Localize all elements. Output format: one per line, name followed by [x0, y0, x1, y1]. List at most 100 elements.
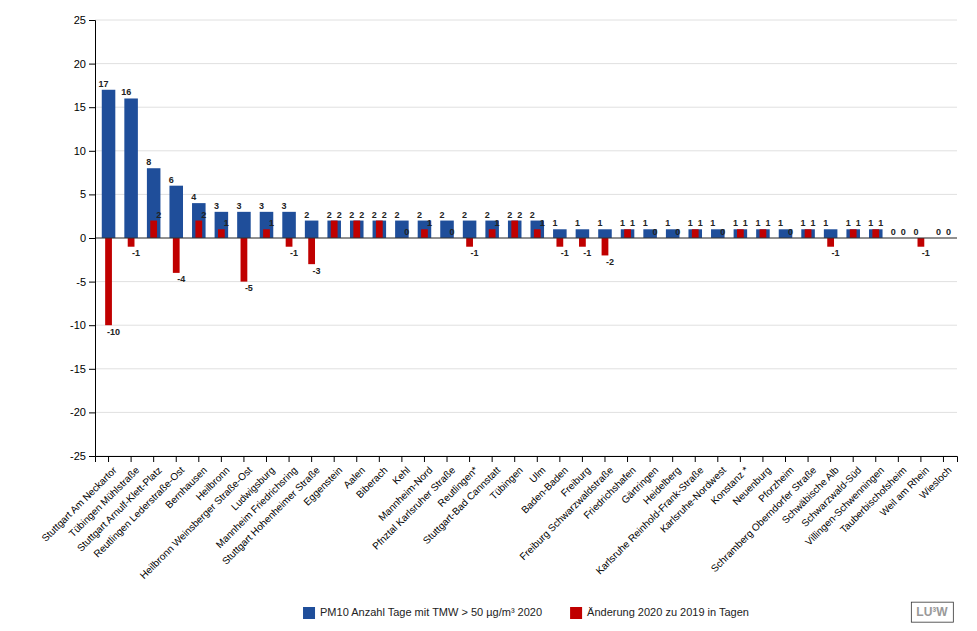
y-tick: -20 [70, 406, 95, 418]
bar [760, 229, 767, 238]
bar [218, 229, 225, 238]
bar [511, 221, 518, 238]
x-tick: Ulm [527, 456, 547, 485]
grid-line [95, 63, 957, 64]
data-label: -4 [177, 274, 185, 284]
bar [260, 212, 274, 238]
bar [105, 238, 112, 325]
data-label: 1 [778, 218, 783, 228]
data-label: 0 [946, 227, 951, 237]
data-label: 1 [427, 218, 432, 228]
data-label: 1 [856, 218, 861, 228]
bar [737, 229, 744, 238]
data-label: 1 [540, 218, 545, 228]
plot: 1716864333322222222222111111111111111000… [39, 14, 957, 581]
bar [237, 212, 251, 238]
bar [598, 229, 612, 238]
data-label: 1 [643, 218, 648, 228]
data-label: 0 [404, 227, 409, 237]
y-tick: -25 [70, 450, 95, 462]
x-axis-line [96, 457, 958, 463]
x-tick-mark [131, 456, 132, 462]
bar [463, 221, 477, 238]
data-label: 1 [224, 218, 229, 228]
bar [602, 238, 609, 255]
x-tick-label: Stuttgart Arnulf-Klett-Platz [75, 464, 164, 553]
x-tick: Stuttgart-Bad Cannstatt [421, 456, 503, 546]
bar [102, 90, 116, 238]
annotation-box [911, 602, 953, 622]
x-tick: Biberach [354, 456, 390, 500]
x-tick-mark [627, 456, 628, 462]
grid-line [95, 238, 957, 239]
bar [173, 238, 180, 273]
data-label: -3 [313, 266, 321, 276]
y-tick-label: 0 [80, 232, 86, 244]
bar [534, 229, 541, 238]
x-tick-label: Freiburg Schwarzwaldstraße [517, 464, 615, 562]
data-label: -1 [290, 248, 298, 258]
data-label: 1 [630, 218, 635, 228]
data-label: 1 [710, 218, 715, 228]
grid-line [95, 368, 957, 369]
x-tick-mark [537, 456, 538, 462]
grid [95, 20, 957, 456]
legend-item: Änderung 2020 zu 2019 in Tagen [570, 606, 749, 619]
x-tick: Schramberg Oberndorfer Straße [709, 456, 819, 574]
data-label: 1 [575, 218, 580, 228]
bar [850, 229, 857, 238]
y-tick-mark [89, 107, 95, 108]
x-tick-mark [198, 456, 199, 462]
data-label: 2 [349, 210, 354, 220]
data-label: 1 [495, 218, 500, 228]
bar [327, 221, 341, 238]
grid-line [95, 412, 957, 413]
data-label: 0 [720, 227, 725, 237]
data-label: 0 [449, 227, 454, 237]
data-label: 0 [653, 227, 658, 237]
grid-line [95, 20, 957, 21]
bar [350, 221, 364, 238]
y-tick-mark [89, 369, 95, 370]
grid-line [95, 194, 957, 195]
data-label: -1 [132, 248, 140, 258]
data-label: 1 [665, 218, 670, 228]
x-tick-mark [808, 456, 809, 462]
bar [373, 221, 387, 238]
bar [624, 229, 631, 238]
bar [918, 238, 925, 247]
data-label: 1 [765, 218, 770, 228]
data-label: 0 [891, 227, 896, 237]
x-axis: Stuttgart Am NeckartorTübingen Mühlstraß… [39, 456, 957, 581]
data-label: 1 [733, 218, 738, 228]
data-label: 1 [811, 218, 816, 228]
data-label: 2 [394, 210, 399, 220]
data-label: 2 [462, 210, 467, 220]
data-label: -1 [832, 248, 840, 258]
legend-item: PM10 Anzahl Tage mit TMW > 50 µg/m³ 2020 [303, 606, 542, 619]
y-tick-label: 20 [74, 58, 86, 70]
data-label: 2 [359, 210, 364, 220]
y-tick-mark [89, 282, 95, 283]
bar [331, 221, 338, 238]
bar [215, 212, 229, 238]
bar [734, 229, 748, 238]
y-tick-mark [89, 412, 95, 413]
data-label: 2 [530, 210, 535, 220]
bar [376, 221, 383, 238]
y-tick-mark [89, 20, 95, 21]
data-label: 1 [620, 218, 625, 228]
x-tick-mark [672, 456, 673, 462]
data-label: 2 [507, 210, 512, 220]
bar [282, 212, 296, 238]
x-tick-mark [469, 456, 470, 462]
bars [102, 90, 925, 325]
x-tick-mark [289, 456, 290, 462]
bar [801, 229, 815, 238]
x-tick-label: Pfnztal Karlsruher Straße [370, 464, 457, 551]
bar [621, 229, 635, 238]
data-label: 17 [99, 79, 109, 89]
data-label: 1 [846, 218, 851, 228]
data-label: 3 [282, 201, 287, 211]
legend-label: Änderung 2020 zu 2019 in Tagen [587, 606, 749, 618]
